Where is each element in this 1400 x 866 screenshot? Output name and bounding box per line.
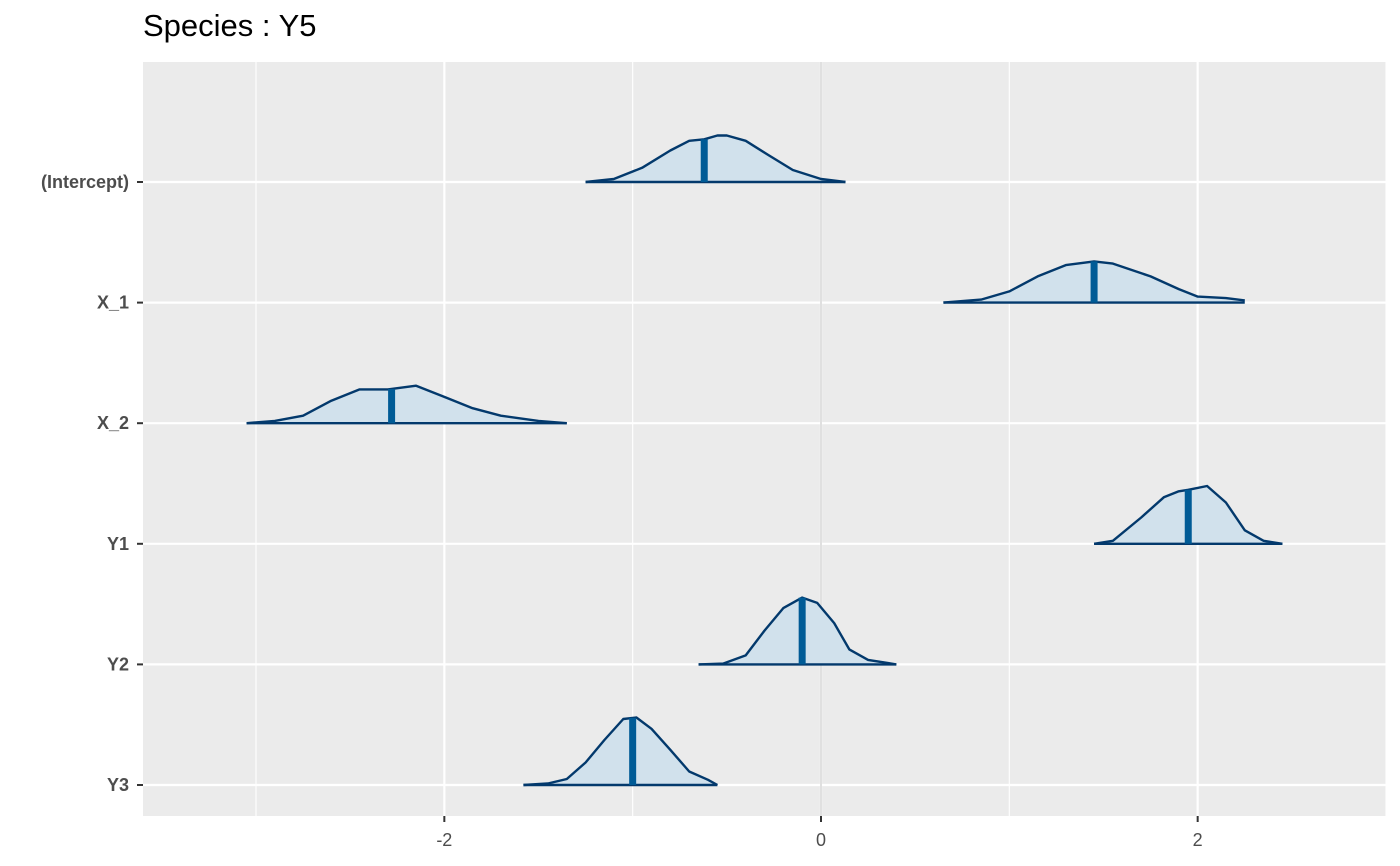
y-tick-label: X_2: [97, 413, 129, 433]
y-tick-label: (Intercept): [41, 172, 129, 192]
density-area: [246, 385, 567, 424]
density-outline: [943, 260, 1245, 304]
y-tick-label: Y3: [107, 775, 129, 795]
density-area: [698, 597, 897, 665]
ridge--intercept-: [585, 134, 846, 184]
chart-title: Species : Y5: [143, 8, 317, 43]
density-outline: [585, 134, 846, 184]
x-tick-label: 2: [1193, 830, 1203, 850]
density-area: [585, 135, 846, 182]
density-outline: [246, 384, 567, 425]
ridge-y3: [523, 716, 718, 787]
ridge-y2: [698, 596, 897, 666]
x-tick-label: 0: [816, 830, 826, 850]
y-tick-label: Y1: [107, 534, 129, 554]
density-outline: [698, 596, 897, 666]
y-tick-label: X_1: [97, 293, 129, 313]
ridge-y1: [1093, 484, 1283, 545]
axes: (Intercept) X_1 X_2 Y1 Y2 Y3 -2 0 2: [41, 172, 1203, 850]
plot-panel: [143, 62, 1386, 816]
ridge-x-2: [246, 384, 567, 425]
density-area: [523, 717, 718, 785]
x-tick-label: -2: [436, 830, 452, 850]
density-ridges: [246, 134, 1283, 787]
y-tick-label: Y2: [107, 654, 129, 674]
ridge-x-1: [943, 260, 1245, 304]
